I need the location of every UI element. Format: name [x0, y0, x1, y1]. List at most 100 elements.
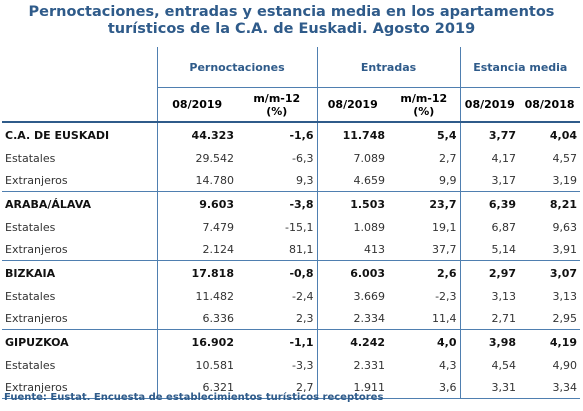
- row-label: ARABA/ÁLAVA: [2, 191, 157, 216]
- cell-entradas-change: 11,4: [432, 311, 457, 325]
- corner-cell: [2, 47, 157, 88]
- table-row: Extranjeros 6.336 2,3 2.334 11,4 2,71 2,95: [2, 307, 580, 330]
- cell-estancia-2019: 2,71: [459, 307, 520, 330]
- cell-estancia-2018: 8,21: [519, 191, 581, 216]
- cell-pernoctaciones-change: -6,3: [292, 151, 314, 165]
- cell-entradas: 413: [316, 238, 389, 261]
- table-body: C.A. DE EUSKADI 44.323 -1,6 11.748 5,4 3,77 4,…: [2, 122, 581, 399]
- sub-header-row: 08/2019 m/m-12 (%) 08/2019 m/m-12 (%) 08/2…: [2, 87, 581, 123]
- cell-entradas-change: 19,1: [432, 220, 457, 234]
- table-row: Extranjeros 14.780 9,3 4.659 9,9 3,17 3,19: [2, 169, 580, 192]
- cell-estancia-2019: 3,17: [459, 169, 520, 192]
- header-e-change: m/m-12 (%): [388, 87, 461, 123]
- cell-estancia-2019: 4,54: [459, 354, 520, 376]
- cell-entradas-change: -2,3: [435, 289, 457, 303]
- header-s-2018: 08/2018: [519, 87, 581, 123]
- table-row-region: GIPUZKOA 16.902 -1,1 4.242 4,0 3,98 4,19: [2, 329, 581, 354]
- header-e-pct: (%): [413, 104, 435, 118]
- table-row-region: BIZKAIA 17.818 -0,8 6.003 2,6 2,97 3,07: [2, 260, 581, 285]
- header-e-period: 08/2019: [316, 87, 389, 123]
- table-row-region: C.A. DE EUSKADI 44.323 -1,6 11.748 5,4 3,77 4,…: [2, 122, 580, 147]
- row-label: Estatales: [5, 220, 56, 234]
- header-p-pct: (%): [266, 104, 288, 118]
- cell-pernoctaciones: 17.818: [156, 260, 237, 285]
- row-label: C.A. DE EUSKADI: [5, 128, 110, 142]
- cell-entradas-change: 2,7: [439, 151, 457, 165]
- cell-entradas: 1.089: [316, 216, 389, 238]
- cell-estancia-2019: 2,97: [459, 260, 520, 285]
- cell-pernoctaciones-change: -0,8: [237, 260, 318, 285]
- header-s-2019: 08/2019: [459, 87, 520, 123]
- cell-estancia-2018: 3,19: [552, 173, 578, 187]
- cell-estancia-2019: 4,17: [459, 147, 520, 169]
- cell-estancia-2018: 3,07: [519, 260, 581, 285]
- table-row-region: ARABA/ÁLAVA 9.603 -3,8 1.503 23,7 6,39 8,21: [2, 191, 581, 216]
- cell-entradas: 11.748: [316, 122, 389, 147]
- title-line-1: Pernoctaciones, entradas y estancia medi…: [28, 4, 555, 20]
- cell-pernoctaciones-change: 2,7: [237, 376, 318, 399]
- header-p-period: 08/2019: [156, 87, 237, 123]
- cell-pernoctaciones-change: -3,3: [292, 358, 314, 372]
- row-label: Extranjeros: [2, 376, 157, 399]
- cell-entradas: 6.003: [316, 260, 389, 285]
- row-label: Extranjeros: [5, 242, 68, 256]
- row-label: Estatales: [5, 151, 56, 165]
- cell-estancia-2019: 6,39: [459, 191, 520, 216]
- cell-pernoctaciones-change: 81,1: [289, 242, 314, 256]
- cell-pernoctaciones-change: -1,1: [237, 329, 318, 354]
- cell-pernoctaciones-change: -1,6: [289, 128, 314, 142]
- cell-pernoctaciones: 2.124: [156, 238, 237, 261]
- group-header-estancia: Estancia media: [459, 47, 581, 88]
- cell-estancia-2019: 3,31: [459, 376, 520, 399]
- cell-entradas-change: 9,9: [439, 173, 457, 187]
- cell-entradas: 2.331: [316, 354, 389, 376]
- source-note: Fuente: Eustat. Encuesta de establecimie…: [4, 392, 384, 403]
- cell-pernoctaciones: 44.323: [156, 122, 237, 147]
- cell-estancia-2018: 4,19: [519, 329, 581, 354]
- cell-estancia-2018: 9,63: [552, 220, 578, 234]
- cell-estancia-2019: 3,13: [459, 285, 520, 307]
- cell-entradas: 1.911: [316, 376, 389, 399]
- table-row: Extranjeros 2.124 81,1 413 37,7 5,14 3,91: [2, 238, 580, 261]
- cell-pernoctaciones-change: -3,8: [237, 191, 318, 216]
- cell-estancia-2019: 3,77: [459, 122, 520, 147]
- cell-entradas-change: 4,3: [439, 358, 457, 372]
- row-label: BIZKAIA: [2, 260, 157, 285]
- cell-pernoctaciones: 16.902: [156, 329, 237, 354]
- cell-entradas: 3.669: [316, 285, 389, 307]
- statistics-table: Pernoctaciones Entradas Estancia media 0…: [2, 47, 581, 399]
- cell-pernoctaciones: 10.581: [156, 354, 237, 376]
- cell-pernoctaciones: 29.542: [156, 147, 237, 169]
- cell-pernoctaciones-change: 9,3: [296, 173, 314, 187]
- table-row: Estatales 10.581 -3,3 2.331 4,3 4,54 4,90: [2, 354, 580, 376]
- cell-entradas-change: 4,0: [388, 329, 461, 354]
- cell-pernoctaciones-change: -15,1: [285, 220, 314, 234]
- table-title: Pernoctaciones, entradas y estancia medi…: [0, 4, 583, 38]
- group-header-entradas: Entradas: [316, 47, 461, 88]
- cell-entradas-change: 3,6: [388, 376, 461, 399]
- title-line-2: turísticos de la C.A. de Euskadi. Agosto…: [107, 21, 476, 37]
- row-label: GIPUZKOA: [2, 329, 157, 354]
- header-e-mm: m/m-12: [400, 91, 448, 105]
- cell-pernoctaciones-change: -2,4: [292, 289, 314, 303]
- cell-entradas-change: 23,7: [388, 191, 461, 216]
- cell-estancia-2019: 3,98: [459, 329, 520, 354]
- cell-entradas: 7.089: [316, 147, 389, 169]
- group-header-pernoctaciones: Pernoctaciones: [156, 47, 318, 88]
- header-p-mm: m/m-12: [253, 91, 301, 105]
- cell-estancia-2018: 4,57: [552, 151, 578, 165]
- row-label: Estatales: [5, 358, 56, 372]
- cell-pernoctaciones: 6.321: [156, 376, 237, 399]
- group-header-row: Pernoctaciones Entradas Estancia media: [2, 47, 581, 88]
- cell-pernoctaciones: 6.336: [156, 307, 237, 330]
- row-label: Extranjeros: [5, 173, 68, 187]
- cell-estancia-2019: 6,87: [459, 216, 520, 238]
- cell-pernoctaciones: 7.479: [156, 216, 237, 238]
- corner-cell-bottom: [2, 87, 157, 123]
- header-p-change: m/m-12 (%): [237, 87, 318, 123]
- table-row: Estatales 11.482 -2,4 3.669 -2,3 3,13 3,13: [2, 285, 580, 307]
- cell-pernoctaciones: 14.780: [156, 169, 237, 192]
- cell-entradas: 1.503: [316, 191, 389, 216]
- table-row: Estatales 29.542 -6,3 7.089 2,7 4,17 4,57: [2, 147, 580, 169]
- cell-entradas-change: 2,6: [388, 260, 461, 285]
